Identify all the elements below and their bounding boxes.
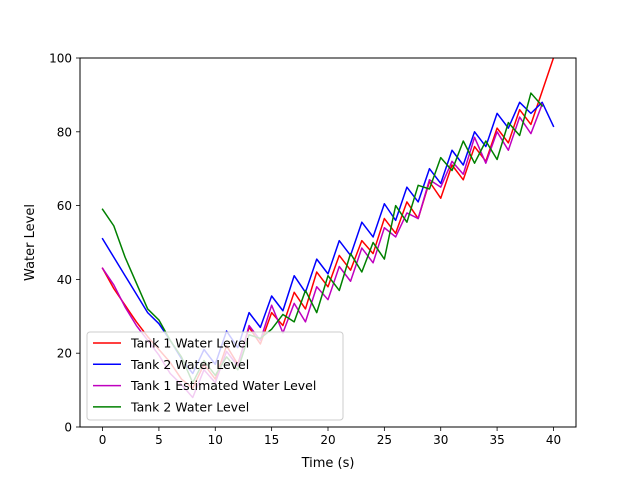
x-tick-label: 30 xyxy=(433,433,448,447)
y-axis-label: Water Level xyxy=(23,204,38,281)
y-tick-label: 60 xyxy=(57,199,72,213)
y-tick-label: 40 xyxy=(57,273,72,287)
y-tick-label: 20 xyxy=(57,347,72,361)
x-tick-label: 10 xyxy=(208,433,223,447)
y-axis: 0 20 40 60 80 100 xyxy=(49,52,80,435)
x-tick-label: 0 xyxy=(99,433,107,447)
legend-label-2: Tank 2 Water Level xyxy=(130,357,249,372)
x-tick-label: 35 xyxy=(489,433,504,447)
x-tick-label: 25 xyxy=(377,433,392,447)
legend-label-1: Tank 1 Water Level xyxy=(130,336,249,351)
x-axis: 0 5 10 15 20 25 30 35 40 xyxy=(99,427,561,447)
legend-label-4: Tank 2 Water Level xyxy=(130,399,249,414)
x-tick-label: 5 xyxy=(155,433,163,447)
y-tick-label: 80 xyxy=(57,125,72,139)
legend-box xyxy=(86,331,344,421)
x-axis-label: Time (s) xyxy=(301,456,355,471)
y-tick-label: 100 xyxy=(49,52,72,66)
x-tick-label: 15 xyxy=(264,433,279,447)
legend: Tank 1 Water Level Tank 2 Water Level Tank… xyxy=(86,331,344,421)
y-tick-label: 0 xyxy=(64,421,72,435)
x-tick-label: 40 xyxy=(546,433,561,447)
legend-label-3: Tank 1 Estimated Water Level xyxy=(130,378,316,393)
x-tick-label: 20 xyxy=(320,433,335,447)
